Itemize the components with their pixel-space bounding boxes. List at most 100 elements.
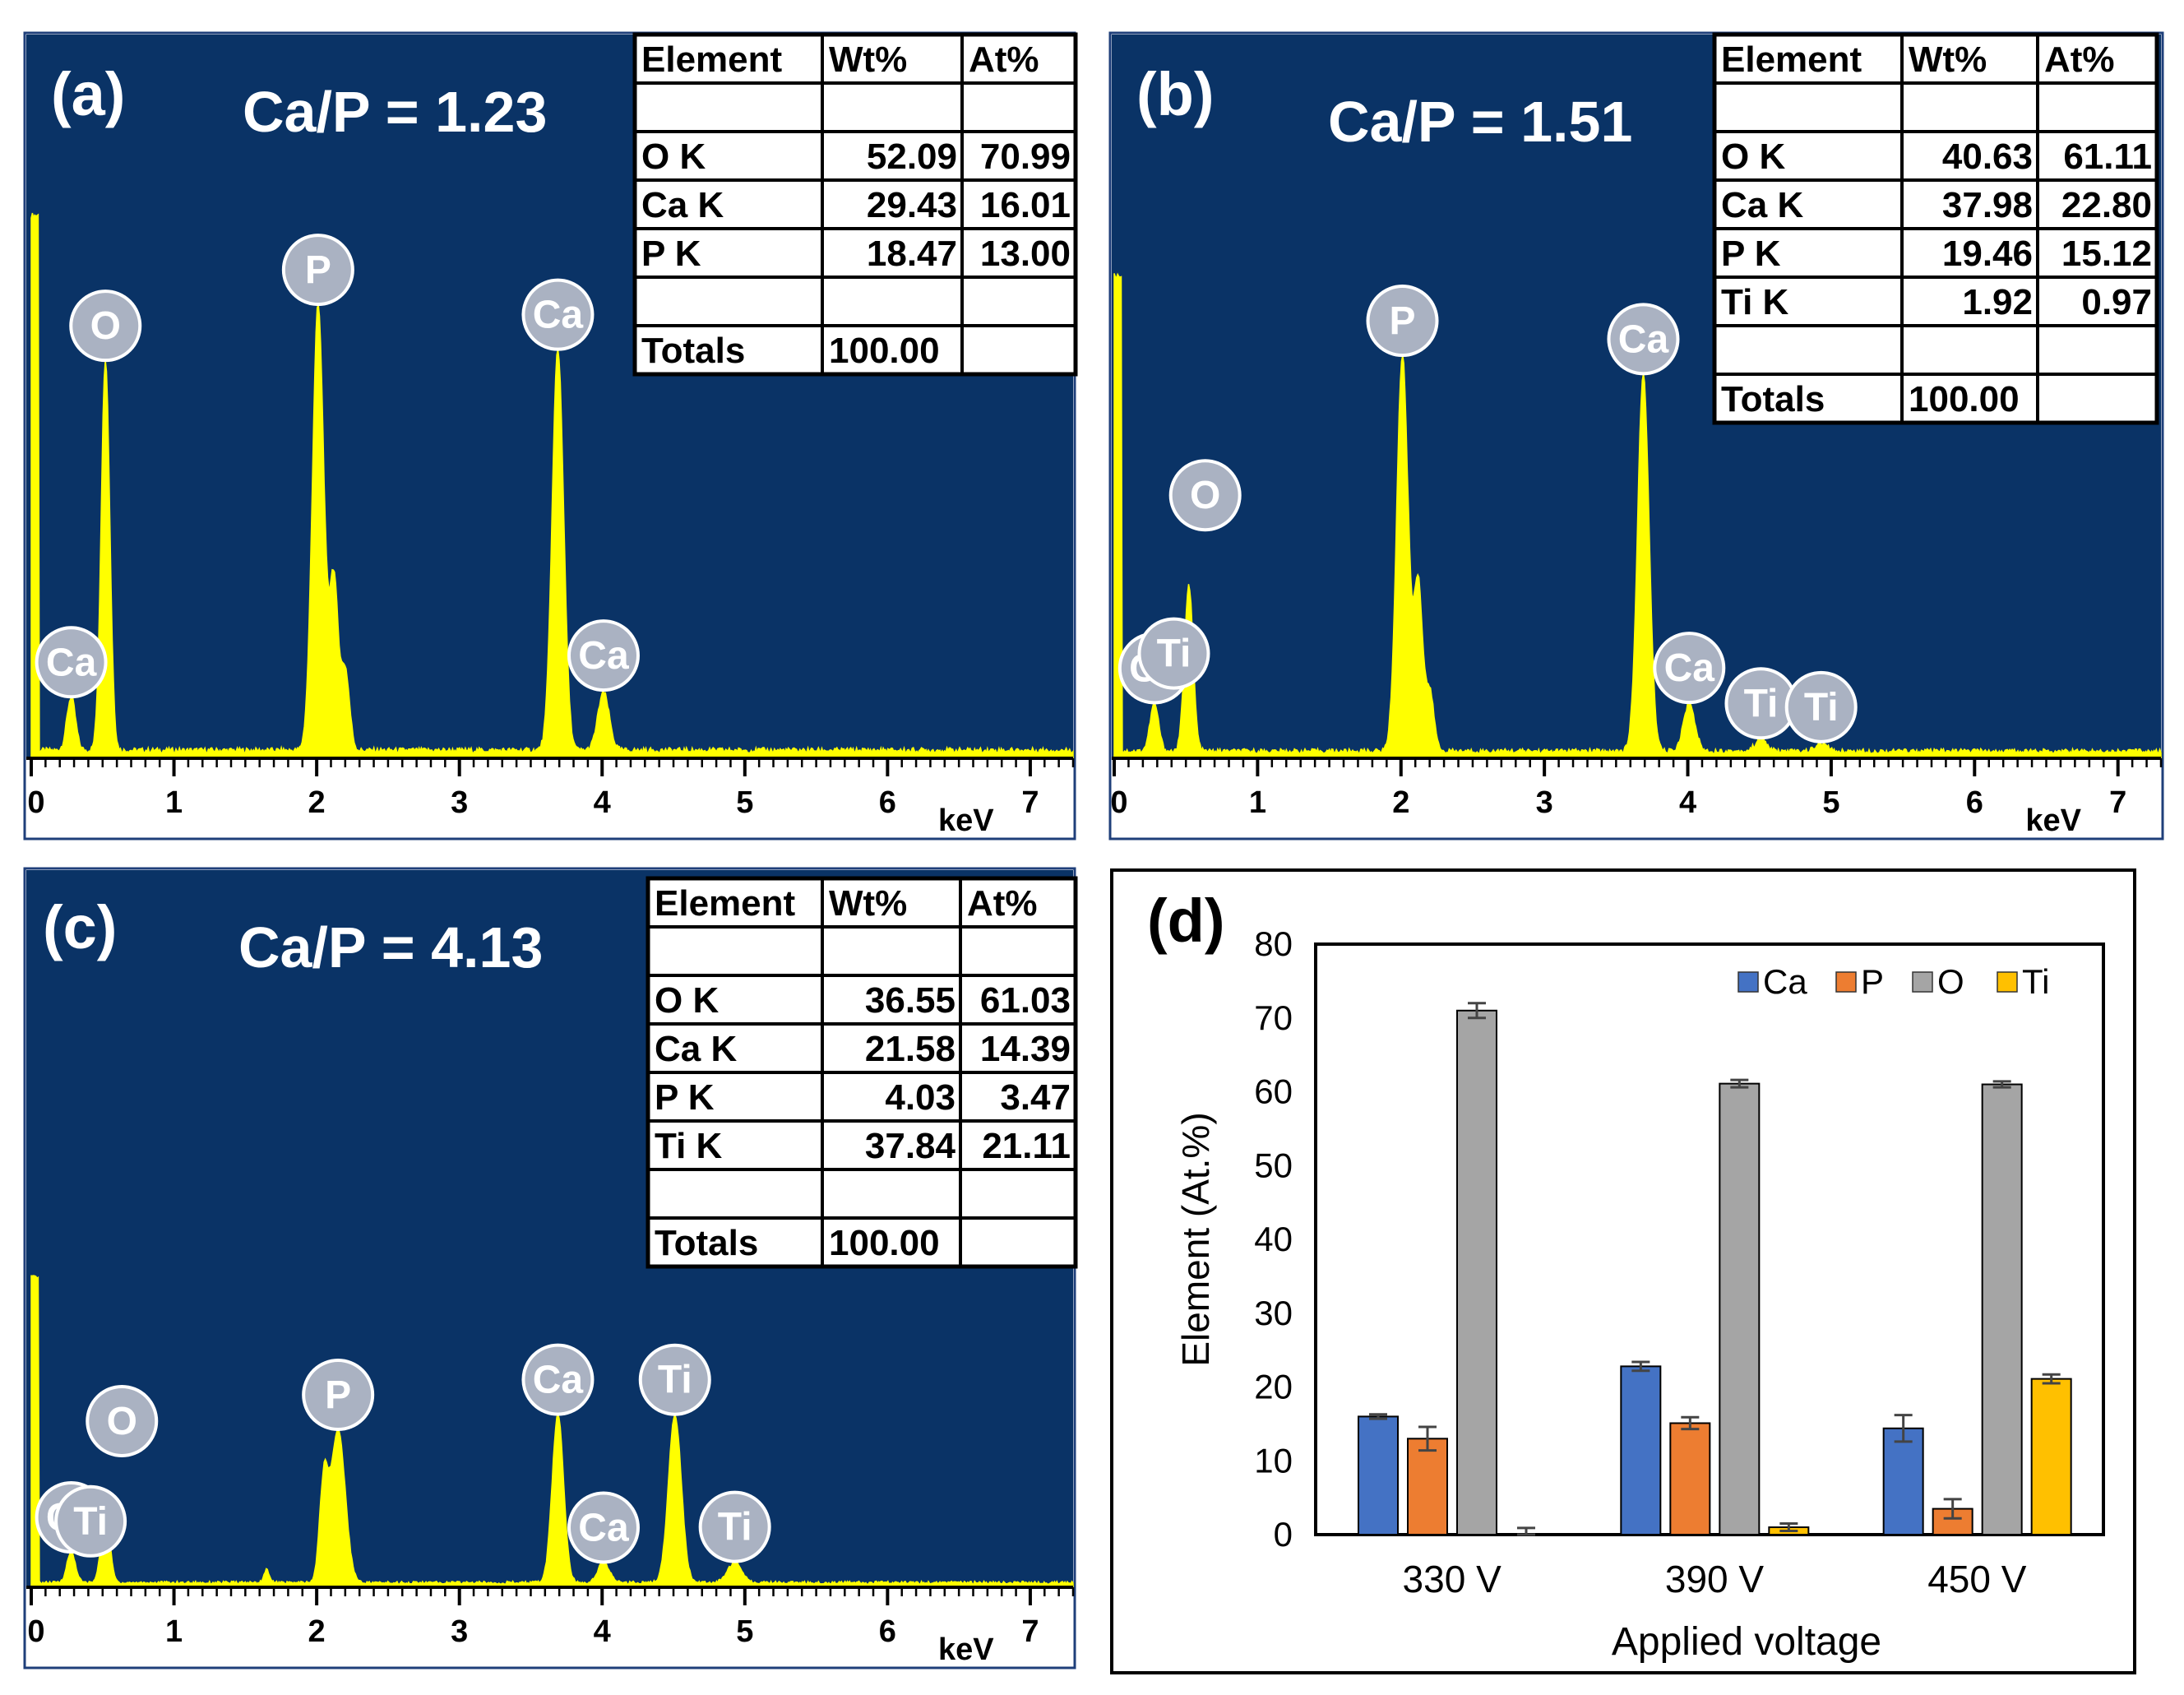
table-cell: P K — [655, 1077, 715, 1118]
peak-label: Ca — [578, 634, 629, 678]
x-tick-label: 1 — [165, 1614, 183, 1649]
table-cell: Ca K — [655, 1029, 737, 1069]
table-cell: 1.92 — [1962, 282, 2033, 322]
table-cell: Totals — [655, 1223, 758, 1263]
table-cell: 14.39 — [980, 1029, 1071, 1069]
peak-label-marker — [86, 1384, 159, 1457]
table-header: At% — [967, 883, 1038, 924]
y-tick-label: 40 — [1254, 1220, 1293, 1258]
table-cell: Ti K — [655, 1126, 723, 1166]
x-tick-label: 330 V — [1403, 1558, 1502, 1600]
peak-label-marker — [1366, 285, 1439, 358]
x-tick-label: 6 — [879, 785, 896, 820]
peak-label-marker — [69, 289, 142, 363]
table-cell: 29.43 — [867, 185, 957, 225]
peak-label: P — [1390, 299, 1416, 343]
table-cell: 52.09 — [867, 137, 957, 177]
x-axis-label: Applied voltage — [1612, 1620, 1881, 1664]
peak-label-marker — [1784, 670, 1858, 743]
bar — [2030, 1378, 2072, 1535]
table-cell: 61.11 — [2063, 137, 2152, 177]
table-cell: Ti K — [1721, 282, 1789, 322]
y-tick-label: 10 — [1254, 1441, 1293, 1480]
x-tick-label: 0 — [27, 1614, 44, 1649]
peak-label-marker — [281, 234, 354, 307]
y-tick-label: 30 — [1254, 1294, 1293, 1332]
y-tick-label: 60 — [1254, 1072, 1293, 1111]
table-cell: 37.84 — [865, 1126, 956, 1166]
table-header: At% — [969, 39, 1039, 80]
bar — [1407, 1438, 1448, 1535]
peak-label: P — [325, 1373, 351, 1417]
table-cell: 21.11 — [982, 1126, 1071, 1166]
peak-label-marker — [302, 1359, 375, 1432]
table-cell: O K — [641, 137, 706, 177]
peak-label-marker — [1653, 632, 1726, 705]
x-tick-label: 5 — [736, 785, 753, 820]
x-tick-label: 4 — [594, 785, 611, 820]
x-tick-label: 2 — [308, 785, 326, 820]
table-cell: 3.47 — [1000, 1077, 1071, 1118]
table-header: Wt% — [1909, 39, 1987, 80]
legend-swatch — [1997, 971, 2018, 993]
table-cell: Ca K — [641, 185, 724, 225]
x-tick-label: 390 V — [1665, 1558, 1765, 1600]
spectrum-trace — [30, 212, 1074, 759]
y-tick-label: 50 — [1254, 1146, 1293, 1184]
table-header: Element — [641, 39, 783, 80]
table-header: Wt% — [829, 883, 907, 924]
table-cell: 22.80 — [2061, 185, 2152, 225]
bar — [1882, 1427, 1924, 1536]
table-cell: 70.99 — [980, 137, 1071, 177]
panel-label: (a) — [51, 60, 125, 128]
peak-label-marker — [54, 1484, 127, 1558]
table-cell: Totals — [1721, 379, 1825, 419]
peak-label-marker — [1607, 303, 1680, 376]
x-tick-label: 5 — [1822, 785, 1839, 820]
peak-label-marker — [567, 1491, 640, 1564]
peak-label: Ti — [1157, 632, 1191, 676]
bar — [1620, 1365, 1662, 1535]
table-cell: 0.97 — [2081, 282, 2152, 322]
x-tick-label: 1 — [1249, 785, 1266, 820]
table-cell: 61.03 — [980, 980, 1071, 1021]
peak-label: Ti — [1744, 682, 1779, 725]
peak-label: O — [90, 304, 121, 348]
peak-label: P — [305, 248, 331, 292]
y-tick-label: 70 — [1254, 998, 1293, 1037]
x-tick-label: 450 V — [1927, 1558, 2027, 1600]
table-cell: 19.46 — [1942, 234, 2033, 274]
bar-chart-panel: 0 10 20 30 40 50 60 70 80 Element (At.%) Applied v… — [1110, 868, 2136, 1674]
peak-label-marker — [521, 278, 595, 351]
spectrum-trace — [1113, 272, 2162, 759]
x-tick-label: 3 — [1536, 785, 1553, 820]
bar — [1719, 1082, 1761, 1535]
table-cell: Ca K — [1721, 185, 1803, 225]
panel-label: (c) — [43, 893, 117, 961]
legend-label: Ti — [2022, 962, 2049, 1001]
peak-label: O — [107, 1400, 137, 1443]
table-header: At% — [2044, 39, 2115, 80]
peak-label: Ca — [533, 294, 584, 337]
peak-label: Ca — [1664, 646, 1715, 690]
x-tick-label: 7 — [1021, 1614, 1039, 1649]
peak-label-marker — [1168, 459, 1242, 532]
table-cell: 18.47 — [867, 234, 957, 274]
x-tick-label: 0 — [1110, 785, 1127, 820]
x-tick-label: 2 — [308, 1614, 326, 1649]
x-tick-label: 1 — [165, 785, 183, 820]
table-cell: O K — [655, 980, 719, 1021]
panel-label: (d) — [1147, 887, 1225, 955]
peak-label-marker — [1137, 617, 1210, 690]
peak-label: Ti — [658, 1359, 692, 1402]
table-cell: 100.00 — [829, 1223, 940, 1263]
x-tick-label: 6 — [1966, 785, 1983, 820]
table-cell: 13.00 — [980, 234, 1071, 274]
peak-label: Ti — [73, 1500, 108, 1544]
table-cell: 16.01 — [980, 185, 1071, 225]
y-axis-label: Element (At.%) — [1174, 1112, 1217, 1366]
chart-title: Ca/P = 1.23 — [243, 80, 547, 144]
